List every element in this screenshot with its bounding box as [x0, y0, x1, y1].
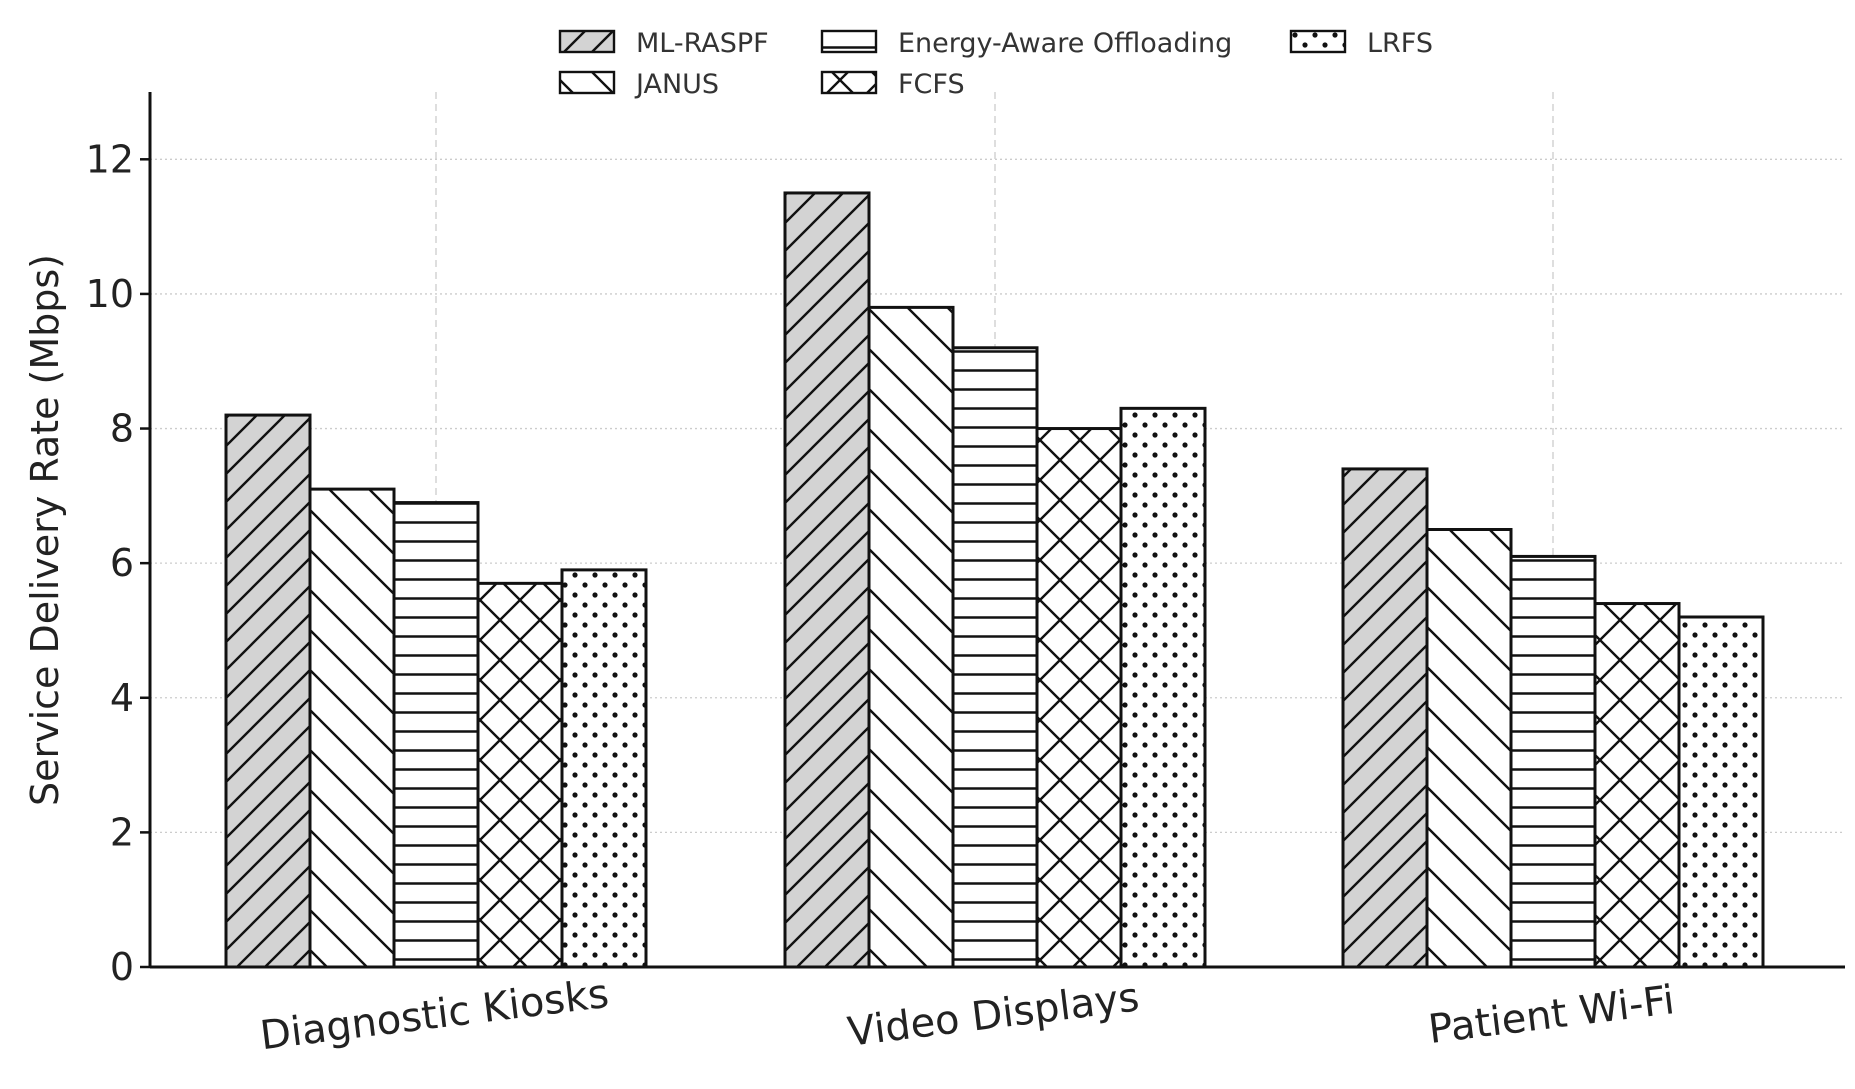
- bars: [224, 191, 1765, 969]
- bar-janus-diagnostic-kiosks: [308, 487, 396, 969]
- y-tick-label: 0: [110, 945, 134, 989]
- legend-swatch: [820, 29, 878, 54]
- bar-energy-aware-offloading-video-displays: [951, 346, 1039, 969]
- bar-janus-video-displays: [867, 305, 955, 969]
- legend-swatch: [558, 29, 616, 54]
- x-category-label: Video Displays: [845, 974, 1141, 1055]
- legend-label: Energy-Aware Offloading: [898, 28, 1232, 59]
- bar-energy-aware-offloading-patient-wi-fi: [1509, 554, 1597, 969]
- bar-ml-raspf-patient-wi-fi: [1341, 467, 1429, 969]
- y-tick-label: 6: [110, 541, 134, 585]
- bar-lrfs-video-displays: [1119, 406, 1207, 969]
- bar-lrfs-patient-wi-fi: [1677, 615, 1765, 969]
- bar-fcfs-diagnostic-kiosks: [476, 581, 564, 969]
- bar-ml-raspf-diagnostic-kiosks: [224, 413, 312, 969]
- y-tick-label: 2: [110, 810, 134, 854]
- legend-swatch: [820, 70, 878, 95]
- legend: ML-RASPF JANUS Energy-Aware Offloading FCFS…: [558, 28, 1433, 100]
- bar-janus-patient-wi-fi: [1425, 528, 1513, 969]
- legend-label: ML-RASPF: [636, 28, 769, 59]
- legend-label: JANUS: [634, 69, 719, 100]
- y-axis-title: Service Delivery Rate (Mbps): [23, 254, 67, 806]
- x-category-label: Diagnostic Kiosks: [258, 971, 612, 1059]
- bar-ml-raspf-video-displays: [783, 191, 871, 969]
- y-tick-label: 4: [110, 676, 134, 720]
- bar-fcfs-patient-wi-fi: [1593, 602, 1681, 969]
- legend-label: FCFS: [898, 69, 965, 100]
- bar-lrfs-diagnostic-kiosks: [560, 568, 648, 969]
- legend-swatch: [1289, 29, 1347, 54]
- y-tick-label: 12: [86, 137, 134, 181]
- bar-energy-aware-offloading-diagnostic-kiosks: [392, 501, 480, 969]
- bar-fcfs-video-displays: [1035, 427, 1123, 969]
- legend-swatch: [558, 70, 616, 95]
- x-category-label: Patient Wi-Fi: [1426, 977, 1677, 1053]
- y-tick-label: 10: [86, 272, 134, 316]
- legend-label: LRFS: [1367, 28, 1433, 59]
- y-tick-label: 8: [110, 407, 134, 451]
